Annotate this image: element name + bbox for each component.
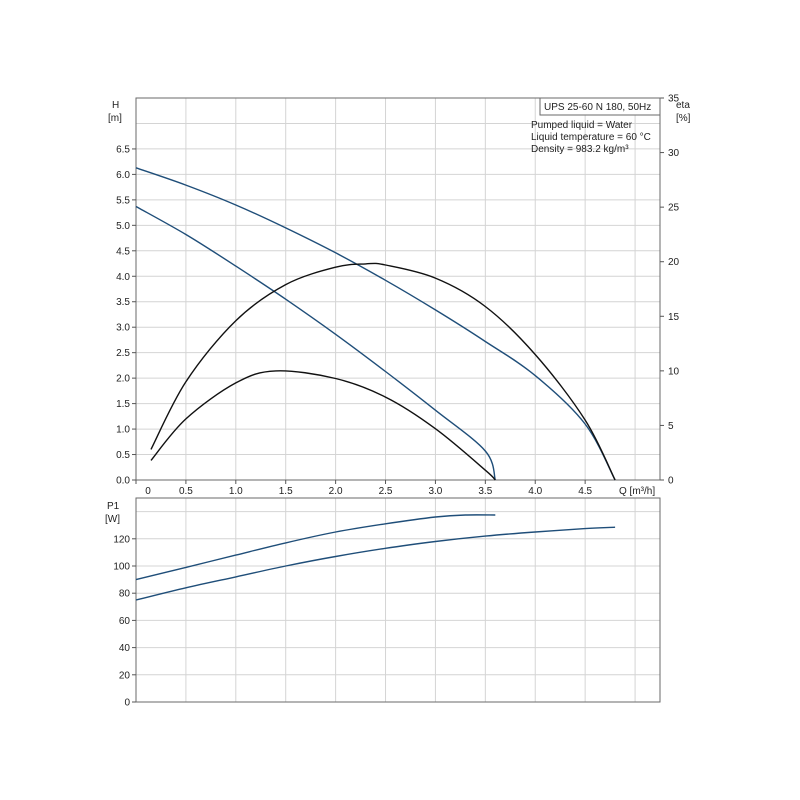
p1-axis-unit: [W] (105, 514, 120, 525)
eta-curve-4 (150, 370, 496, 481)
x-tick-label: 2.0 (329, 486, 343, 497)
h-axis-label: H (112, 100, 119, 111)
eta-tick-label: 0 (668, 476, 674, 487)
head-curve-2 (135, 205, 496, 481)
h-tick-label: 0.0 (116, 476, 130, 487)
p1-tick-label: 100 (113, 562, 130, 573)
x-tick-label: 4.0 (528, 486, 542, 497)
eta-tick-label: 30 (668, 148, 680, 159)
power-chart-curves (135, 514, 616, 601)
x-tick-label: 3.0 (428, 486, 442, 497)
x-tick-label: 1.5 (279, 486, 293, 497)
eta-curve-3 (150, 262, 616, 481)
h-tick-label: 5.0 (116, 221, 130, 232)
x-tick-label: 0 (145, 486, 151, 497)
x-tick-label: 4.5 (578, 486, 592, 497)
liquid-temperature-note: Liquid temperature = 60 °C (531, 132, 651, 143)
q-axis-label: Q [m³/h] (619, 486, 655, 497)
h-tick-label: 2.5 (116, 348, 130, 359)
eta-tick-label: 15 (668, 312, 680, 323)
head-curve-1 (135, 167, 616, 481)
h-tick-label: 3.0 (116, 323, 130, 334)
eta-tick-label: 5 (668, 421, 674, 432)
h-tick-label: 6.5 (116, 144, 130, 155)
p1-tick-label: 60 (119, 616, 131, 627)
eta-axis-label: eta (676, 100, 690, 111)
axis-ticks (132, 97, 664, 703)
head-chart-grid (136, 98, 660, 480)
eta-tick-label: 35 (668, 94, 680, 105)
h-tick-label: 4.5 (116, 246, 130, 257)
h-tick-label: 6.0 (116, 170, 130, 181)
h-axis-unit: [m] (108, 113, 122, 124)
power-curve-2 (135, 526, 616, 601)
h-tick-label: 3.5 (116, 297, 130, 308)
power-curve-1 (135, 514, 496, 581)
h-tick-label: 2.0 (116, 374, 130, 385)
eta-tick-label: 20 (668, 257, 680, 268)
eta-tick-label: 25 (668, 203, 680, 214)
x-tick-label: 1.0 (229, 486, 243, 497)
h-tick-label: 0.5 (116, 450, 130, 461)
x-tick-label: 0.5 (179, 486, 193, 497)
pump-title: UPS 25-60 N 180, 50Hz (544, 102, 651, 113)
p1-tick-label: 120 (113, 534, 130, 545)
head-chart-frame (135, 97, 661, 481)
p1-tick-label: 20 (119, 670, 131, 681)
pumped-liquid-note: Pumped liquid = Water (531, 120, 633, 131)
head-chart-curves (135, 167, 616, 481)
p1-tick-label: 80 (119, 589, 131, 600)
p1-tick-label: 40 (119, 643, 131, 654)
eta-tick-label: 10 (668, 366, 680, 377)
p1-axis-label: P1 (107, 501, 120, 512)
x-tick-label: 2.5 (379, 486, 393, 497)
axis-tick-labels: 0 0.5 1.0 1.5 2.0 2.5 3.0 3.5 4.0 4.5 0.0 0.5 1.0 1.5… (113, 94, 679, 709)
power-chart-grid (136, 498, 660, 702)
eta-axis-unit: [%] (676, 113, 691, 124)
h-tick-label: 5.5 (116, 195, 130, 206)
density-note: Density = 983.2 kg/m³ (531, 144, 629, 155)
p1-tick-label: 0 (124, 698, 130, 709)
h-tick-label: 4.0 (116, 272, 130, 283)
x-tick-label: 3.5 (478, 486, 492, 497)
h-tick-label: 1.5 (116, 399, 130, 410)
h-tick-label: 1.0 (116, 425, 130, 436)
pump-title-box (539, 97, 661, 116)
